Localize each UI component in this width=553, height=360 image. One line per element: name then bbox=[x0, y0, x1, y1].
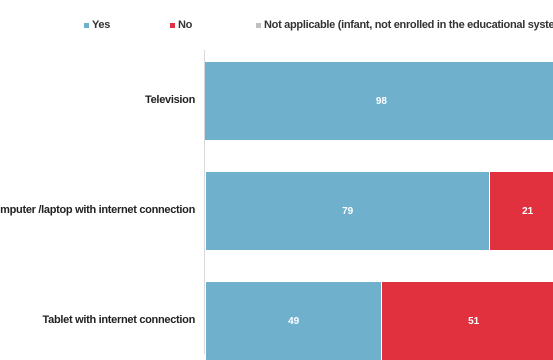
category-label-2: Tablet with internet connection bbox=[42, 314, 196, 326]
data-label-1-0: 79 bbox=[342, 205, 354, 217]
category-label-0: Television bbox=[145, 94, 195, 106]
legend-item-1: No bbox=[170, 19, 192, 31]
legend-swatch-0 bbox=[84, 22, 89, 28]
bar-0-0: 98 bbox=[205, 62, 553, 140]
legend-swatch-2 bbox=[256, 22, 261, 28]
legend-label-1: No bbox=[178, 19, 193, 31]
legend-item-0: Yes bbox=[84, 19, 110, 31]
category-axis-line bbox=[204, 50, 205, 354]
data-label-0-0: 98 bbox=[375, 95, 387, 107]
bar-2-0: 49 bbox=[205, 282, 382, 360]
data-label-1-1: 21 bbox=[522, 205, 534, 217]
category-label-1: Computer /laptop with internet connectio… bbox=[0, 204, 195, 216]
legend-swatch-1 bbox=[170, 22, 175, 28]
data-label-2-0: 49 bbox=[288, 315, 300, 327]
legend-label-2: Not applicable (infant, not enrolled in … bbox=[264, 19, 553, 31]
legend-label-0: Yes bbox=[92, 19, 111, 31]
data-label-2-1: 51 bbox=[468, 315, 480, 327]
bar-1-0: 79 bbox=[205, 172, 490, 250]
legend-item-2: Not applicable (infant, not enrolled in … bbox=[256, 19, 553, 31]
bar-1-1: 21 bbox=[489, 172, 553, 250]
bar-2-1: 51 bbox=[381, 282, 553, 360]
